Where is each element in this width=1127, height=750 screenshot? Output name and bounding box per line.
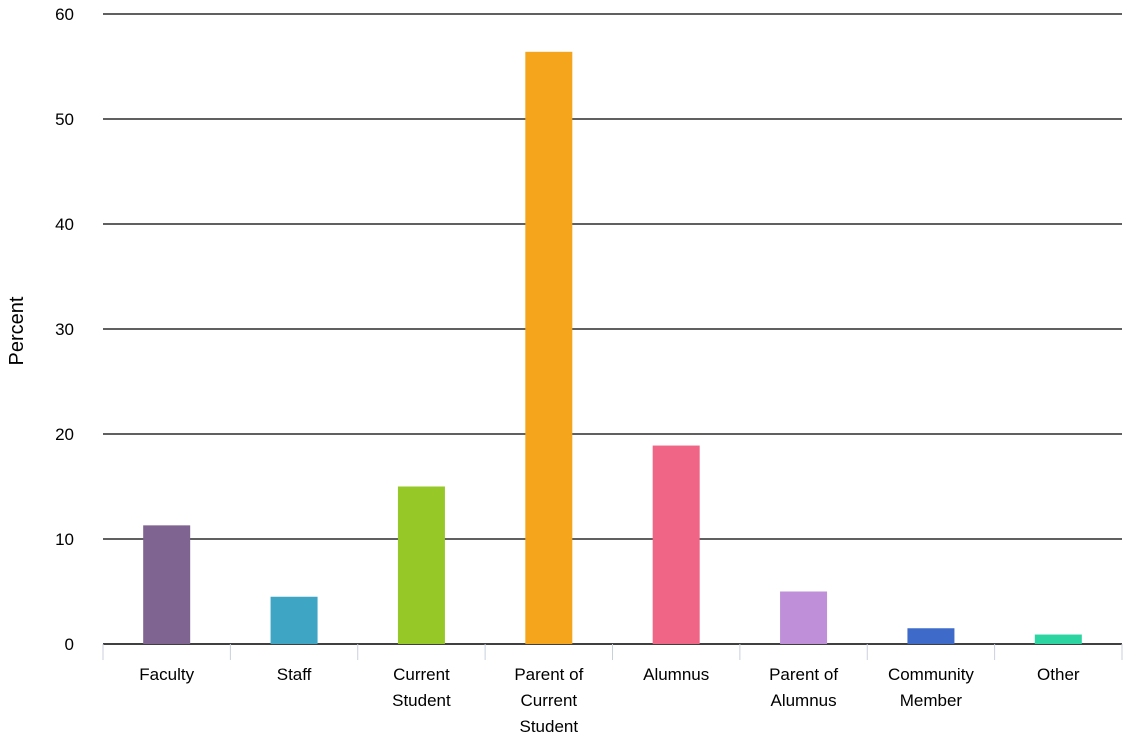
x-tick-label-line: Staff: [277, 665, 312, 684]
x-tick-label-line: Student: [392, 691, 451, 710]
x-tick-label-line: Member: [900, 691, 963, 710]
x-tick-label: Other: [1037, 665, 1080, 684]
x-tick-label-line: Parent of: [514, 665, 583, 684]
x-tick-label: Current Student: [392, 665, 451, 710]
bars: [143, 51, 1082, 645]
x-tick-label-line: Alumnus: [770, 691, 836, 710]
bar: [270, 596, 318, 644]
y-tick-label: 0: [65, 635, 74, 654]
x-tick-label: Alumnus: [643, 665, 709, 684]
x-tick-label: Community Member: [888, 665, 974, 710]
x-axis: [102, 644, 1123, 660]
y-tick-label: 20: [55, 425, 74, 444]
y-tick-label: 30: [55, 320, 74, 339]
bar: [525, 51, 573, 645]
x-tick-label-line: Current: [393, 665, 450, 684]
y-tick-label: 60: [55, 5, 74, 24]
bar: [907, 628, 955, 644]
x-axis-tick-labels: Faculty Staff Current Student Parent of Curre…: [139, 665, 1080, 736]
x-tick-label: Faculty: [139, 665, 194, 684]
x-tick-label: Parent of Alumnus: [769, 665, 838, 710]
x-tick-label-line: Alumnus: [643, 665, 709, 684]
bar: [397, 486, 445, 644]
bar: [652, 445, 700, 644]
x-tick-label-line: Student: [520, 717, 579, 736]
y-tick-label: 40: [55, 215, 74, 234]
y-axis-tick-labels: 0 10 20 30 40 50 60: [55, 5, 74, 654]
x-tick-label-line: Parent of: [769, 665, 838, 684]
x-tick-label: Parent of Current Student: [514, 665, 583, 736]
gridlines: [103, 13, 1122, 645]
x-tick-label: Staff: [277, 665, 312, 684]
y-axis-title: Percent: [6, 296, 28, 365]
y-tick-label: 50: [55, 110, 74, 129]
bar: [1034, 634, 1082, 644]
x-tick-label-line: Current: [520, 691, 577, 710]
bar: [143, 525, 191, 644]
x-tick-label-line: Other: [1037, 665, 1080, 684]
x-tick-label-line: Faculty: [139, 665, 194, 684]
bar: [780, 591, 828, 644]
y-tick-label: 10: [55, 530, 74, 549]
x-tick-label-line: Community: [888, 665, 974, 684]
